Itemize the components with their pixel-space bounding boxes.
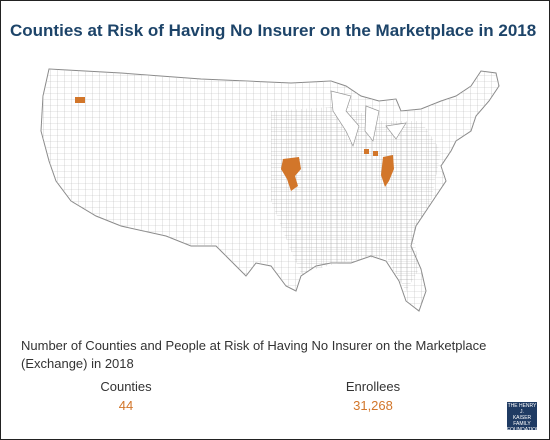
stat-label: Counties bbox=[100, 379, 152, 394]
stat-label: Enrollees bbox=[345, 379, 401, 394]
great-lakes bbox=[330, 90, 407, 147]
eastern-counties bbox=[271, 106, 441, 291]
logo-text: FAMILY bbox=[513, 421, 531, 427]
summary-heading: Number of Counties and People at Risk of… bbox=[21, 338, 487, 371]
at-risk-counties bbox=[75, 97, 394, 191]
stat-enrollees: Enrollees 31,268 bbox=[293, 379, 453, 413]
logo: THE HENRY J. KAISER FAMILY FOUNDATION bbox=[507, 402, 540, 433]
us-county-map bbox=[40, 68, 500, 312]
stat-counties: Counties 44 bbox=[46, 379, 206, 413]
stat-value: 31,268 bbox=[353, 398, 393, 413]
logo-text: THE HENRY J. bbox=[507, 403, 537, 415]
stat-value: 44 bbox=[118, 398, 134, 413]
logo-text: FOUNDATION bbox=[507, 427, 540, 433]
logo-text: KAISER bbox=[512, 415, 532, 421]
title: Counties at Risk of Having No Insurer on… bbox=[10, 21, 537, 40]
